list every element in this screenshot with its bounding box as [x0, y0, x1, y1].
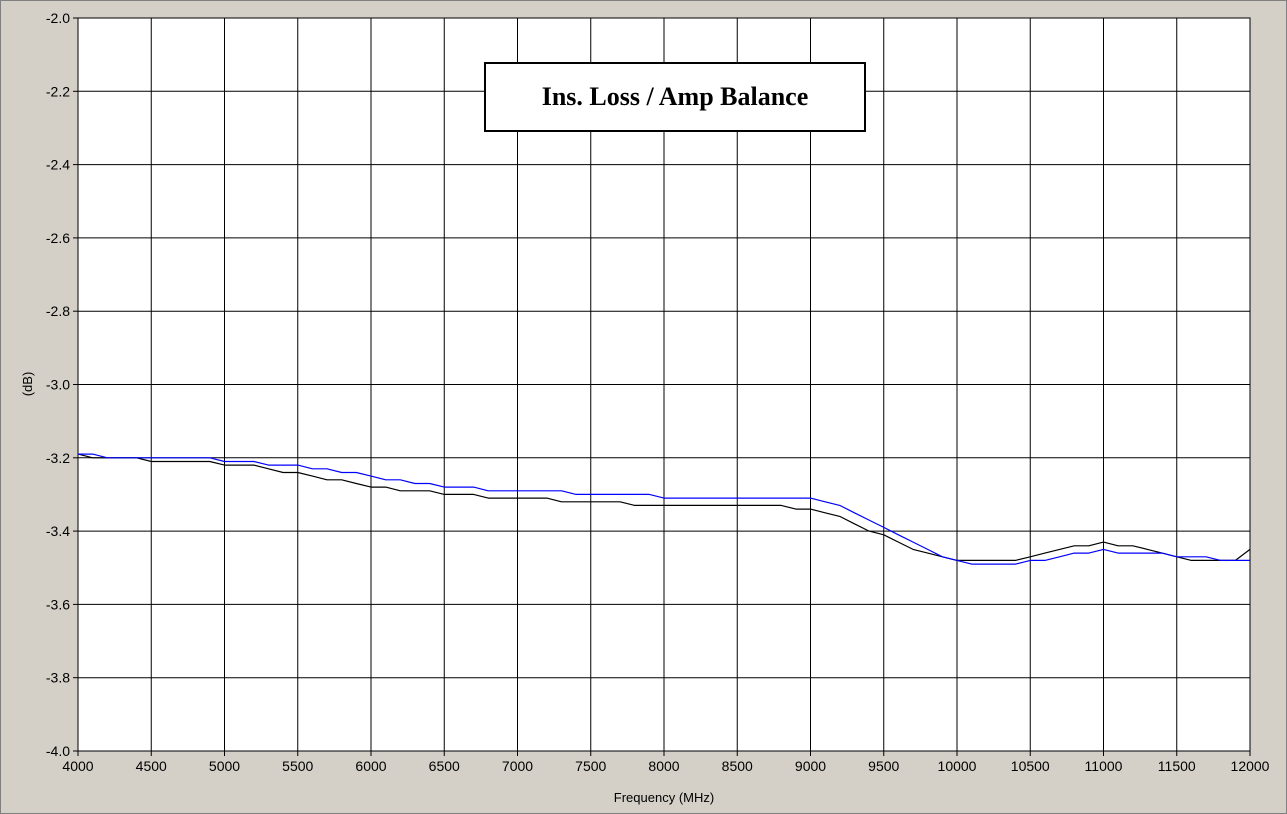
x-tick-label: 9500 [868, 758, 899, 774]
x-tick-label: 10500 [1011, 758, 1050, 774]
y-tick-label: -3.4 [46, 523, 70, 539]
x-tick-label: 9000 [795, 758, 826, 774]
x-tick-label: 6500 [429, 758, 460, 774]
x-tick-label: 8500 [722, 758, 753, 774]
x-tick-label: 4500 [136, 758, 167, 774]
x-axis-label: Frequency (MHz) [614, 790, 714, 805]
x-tick-label: 6000 [355, 758, 386, 774]
y-tick-label: -3.2 [46, 450, 70, 466]
x-tick-label: 11000 [1085, 758, 1123, 774]
series-layer [77, 453, 1251, 565]
y-tick-label: -2.4 [46, 157, 70, 173]
y-axis-ticks: -2.0 -2.2 -2.4 -2.6 -2.8 -3.0 -3.2 -3.4 -3.6 -3.8… [46, 10, 78, 759]
chart-title-box: Ins. Loss / Amp Balance [484, 62, 866, 132]
x-tick-label: 10000 [938, 758, 977, 774]
chart-title: Ins. Loss / Amp Balance [541, 82, 809, 111]
grid [78, 18, 1250, 751]
x-tick-label: 5000 [209, 758, 240, 774]
x-tick-label: 5500 [282, 758, 313, 774]
x-tick-label: 11500 [1158, 758, 1196, 774]
y-tick-label: -2.6 [46, 230, 70, 246]
x-tick-label: 7500 [575, 758, 606, 774]
x-tick-label: 4000 [62, 758, 93, 774]
y-tick-label: -4.0 [46, 743, 70, 759]
series-line-2 [78, 453, 1250, 565]
series-line-1 [77, 453, 1251, 562]
x-tick-label: 8000 [648, 758, 679, 774]
x-axis-ticks: 4000 4500 5000 5500 6000 6500 7000 7500 8000 8500… [62, 751, 1270, 774]
y-tick-label: -2.2 [46, 83, 70, 99]
y-tick-label: -3.0 [46, 377, 70, 393]
y-tick-label: -2.0 [46, 10, 70, 26]
x-tick-label: 7000 [502, 758, 533, 774]
y-tick-label: -3.8 [46, 670, 70, 686]
y-tick-label: -3.6 [46, 596, 70, 612]
y-tick-label: -2.8 [46, 303, 70, 319]
x-tick-label: 12000 [1231, 758, 1270, 774]
y-axis-label: (dB) [20, 372, 35, 397]
